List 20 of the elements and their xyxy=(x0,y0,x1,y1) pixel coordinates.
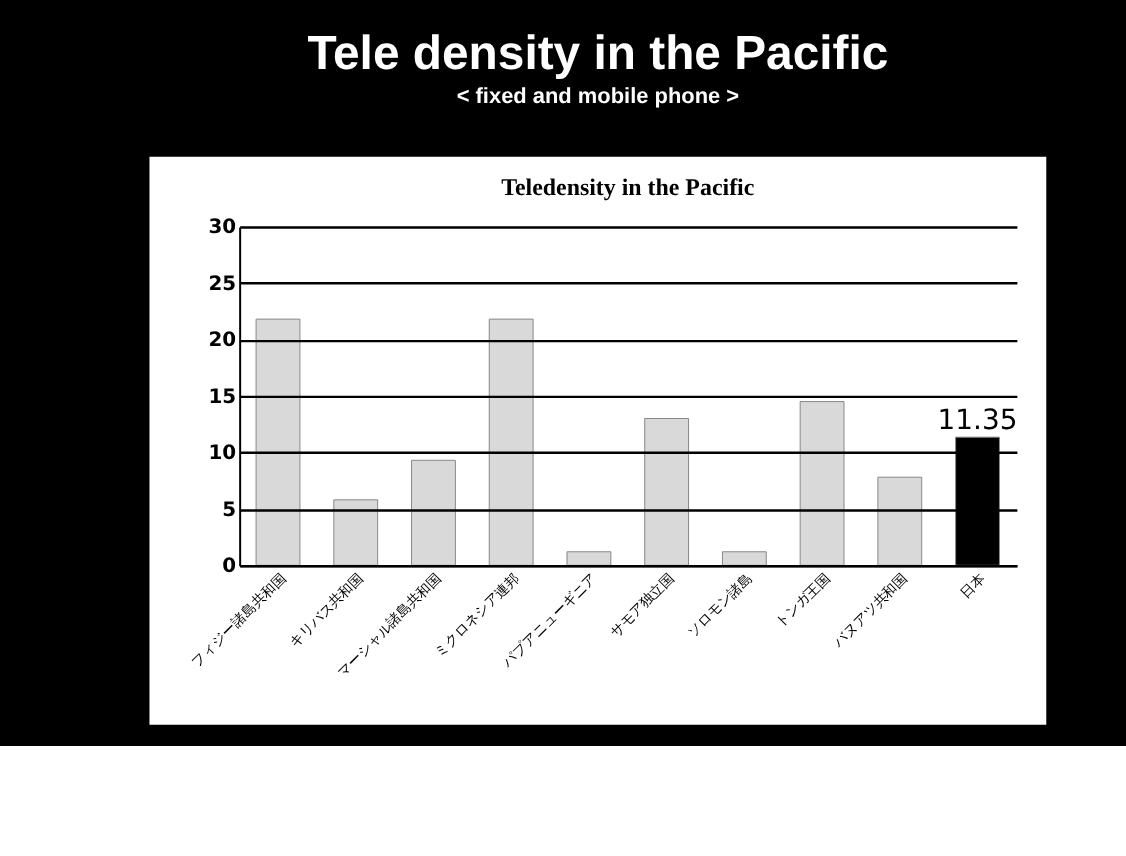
bar xyxy=(333,499,379,566)
bar xyxy=(877,476,923,566)
y-tick-label: 25 xyxy=(208,273,237,296)
y-tick-label: 20 xyxy=(208,330,237,353)
bar xyxy=(488,318,534,566)
y-tick-label: 15 xyxy=(208,386,237,409)
data-label: 11.35 xyxy=(937,405,1018,438)
y-tick-label: 5 xyxy=(222,499,237,522)
bar xyxy=(255,318,301,566)
y-tick-label: 0 xyxy=(222,556,237,579)
bar xyxy=(566,551,612,566)
y-tick-label: 10 xyxy=(208,443,237,466)
bar xyxy=(411,459,456,566)
bar xyxy=(721,551,767,566)
bar xyxy=(644,418,690,566)
bar xyxy=(799,401,845,566)
text: Tele density in the Pacific xyxy=(307,27,889,82)
chart-title: Teledensity in the Pacific xyxy=(501,172,755,201)
text: < fixed and mobile phone > xyxy=(456,84,740,109)
y-tick-label: 30 xyxy=(208,217,237,240)
